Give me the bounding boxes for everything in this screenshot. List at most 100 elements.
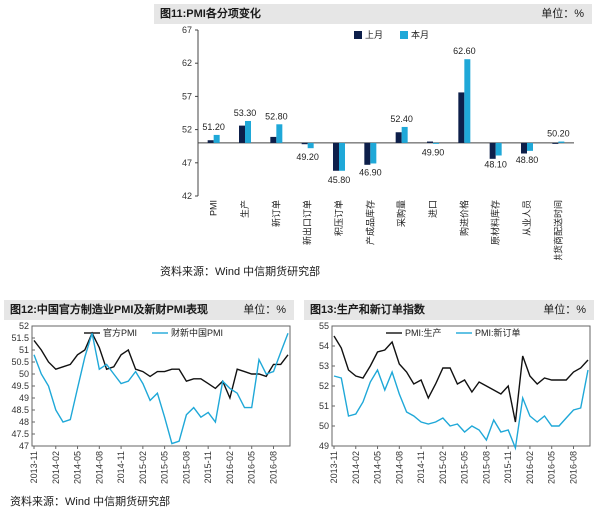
bar-curr-5 <box>370 142 377 164</box>
bar-prev-4 <box>333 142 339 171</box>
y-tick-label-5: 54 <box>319 341 329 351</box>
x-tick-label-2: 2014-05 <box>73 451 83 484</box>
value-label-7: 49.90 <box>422 148 445 158</box>
bar-curr-3 <box>307 142 314 149</box>
x-tick-label-9: 2016-02 <box>525 451 535 484</box>
y-tick-label-8: 51 <box>19 345 29 355</box>
fig12-header: 图12:中国官方制造业PMI及新财PMI表现 单位：% <box>4 300 294 320</box>
value-label-6: 52.40 <box>390 114 413 124</box>
x-tick-label-3: 2014-08 <box>94 451 104 484</box>
legend-label-1: 财新中国PMI <box>171 327 223 338</box>
bar-curr-6 <box>401 126 408 143</box>
fig11-title: 图11:PMI各分项变化 <box>160 8 261 20</box>
series-line-1 <box>333 368 589 451</box>
y-tick-label-3: 52 <box>319 381 329 391</box>
y-tick-label-5: 49.5 <box>11 381 29 391</box>
category-label-3: 新出口订单 <box>302 200 313 245</box>
bar-curr-9 <box>495 142 502 156</box>
y-tick-label-1: 47 <box>182 158 192 168</box>
x-tick-label-2: 2014-05 <box>373 451 383 484</box>
category-label-11: 供货商配送时间 <box>552 200 563 260</box>
bar-prev-9 <box>489 142 496 159</box>
value-label-4: 45.80 <box>328 175 351 185</box>
x-tick-label-6: 2015-05 <box>160 451 170 484</box>
category-label-9: 原材料库存 <box>490 200 501 245</box>
y-tick-label-7: 50.5 <box>11 357 29 367</box>
legend-label-0: PMI:生产 <box>405 327 442 338</box>
legend-swatch-0 <box>354 31 362 39</box>
x-tick-label-0: 2013-11 <box>29 451 39 483</box>
y-tick-label-4: 62 <box>182 58 192 68</box>
legend-label-1: PMI:新订单 <box>475 327 521 338</box>
value-label-11: 50.20 <box>547 129 570 139</box>
bar-curr-8 <box>464 59 471 143</box>
bar-curr-2 <box>276 124 283 143</box>
x-tick-label-1: 2014-02 <box>351 451 361 484</box>
x-tick-label-4: 2014-11 <box>416 451 426 483</box>
value-label-5: 46.90 <box>359 167 382 177</box>
y-tick-label-0: 42 <box>182 191 192 201</box>
y-tick-label-5: 67 <box>182 25 192 35</box>
legend-label-1: 本月 <box>411 29 429 40</box>
bar-prev-7 <box>427 141 433 143</box>
y-tick-label-2: 48 <box>19 417 29 427</box>
legend-swatch-1 <box>400 31 408 39</box>
fig11-source: 资料来源：Wind 中信期货研究部 <box>160 266 321 278</box>
category-label-10: 从业人员 <box>522 200 532 236</box>
x-tick-label-7: 2015-08 <box>181 451 191 484</box>
value-label-1: 53.30 <box>234 108 257 118</box>
y-tick-label-4: 53 <box>319 361 329 371</box>
value-label-9: 48.10 <box>484 159 507 169</box>
bar-curr-1 <box>245 120 251 143</box>
bar-prev-2 <box>270 136 277 143</box>
fig12-title: 图12:中国官方制造业PMI及新财PMI表现 <box>10 304 209 316</box>
x-tick-label-6: 2015-05 <box>460 451 470 484</box>
x-tick-label-11: 2016-08 <box>568 451 578 484</box>
x-tick-label-1: 2014-02 <box>51 451 61 484</box>
bar-prev-0 <box>207 140 214 143</box>
bar-curr-0 <box>213 134 220 143</box>
value-label-10: 48.80 <box>516 155 539 165</box>
category-label-5: 产成品库存 <box>364 200 375 245</box>
bar-curr-4 <box>339 142 345 171</box>
bar-prev-1 <box>239 125 245 143</box>
x-tick-label-5: 2015-02 <box>438 451 448 484</box>
bar-curr-10 <box>527 142 533 151</box>
x-tick-label-7: 2015-08 <box>481 451 491 484</box>
bar-curr-7 <box>433 142 439 144</box>
fig13-header: 图13:生产和新订单指数 单位：% <box>304 300 594 320</box>
fig12-unit: 单位：% <box>243 304 286 316</box>
value-label-0: 51.20 <box>202 122 225 132</box>
y-tick-label-1: 50 <box>319 421 329 431</box>
legend-label-0: 上月 <box>365 30 383 40</box>
y-tick-label-10: 52 <box>19 321 29 331</box>
y-tick-label-4: 49 <box>19 393 29 403</box>
series-line-0 <box>333 335 589 423</box>
y-tick-label-0: 49 <box>319 441 329 451</box>
y-tick-label-2: 52 <box>182 125 192 135</box>
y-tick-label-3: 57 <box>182 91 192 101</box>
fig11-header: 图11:PMI各分项变化 单位：% <box>154 4 592 24</box>
bar-prev-11 <box>552 142 559 144</box>
fig11-bar-chart: 42 47 52 57 62 67 51.20 PMI 53.30 生产 52.80 新订单 49.20… <box>182 25 574 260</box>
series-line-0 <box>33 331 289 401</box>
plot-frame <box>31 325 291 447</box>
value-label-8: 62.60 <box>453 46 476 56</box>
x-tick-label-0: 2013-11 <box>329 451 339 483</box>
y-tick-label-9: 51.5 <box>11 333 29 343</box>
y-tick-label-1: 47.5 <box>11 429 29 439</box>
category-label-1: 生产 <box>239 200 250 218</box>
bar-prev-10 <box>521 142 527 154</box>
bar-curr-11 <box>558 141 565 143</box>
fig12-line-chart: 47 47.5 48 48.5 49 49.5 50 50.5 51 51.5 52 2013-11 2… <box>11 321 291 484</box>
y-tick-label-6: 50 <box>19 369 29 379</box>
value-label-2: 52.80 <box>265 111 288 121</box>
category-label-8: 购进价格 <box>458 200 469 236</box>
category-label-6: 采购量 <box>396 200 407 227</box>
footer-source: 资料来源：Wind 中信期货研究部 <box>10 496 171 508</box>
category-label-0: PMI <box>209 200 219 216</box>
y-tick-label-6: 55 <box>319 321 329 331</box>
y-tick-label-2: 51 <box>319 401 329 411</box>
category-label-7: 进口 <box>428 200 438 218</box>
x-tick-label-8: 2015-11 <box>503 451 513 483</box>
